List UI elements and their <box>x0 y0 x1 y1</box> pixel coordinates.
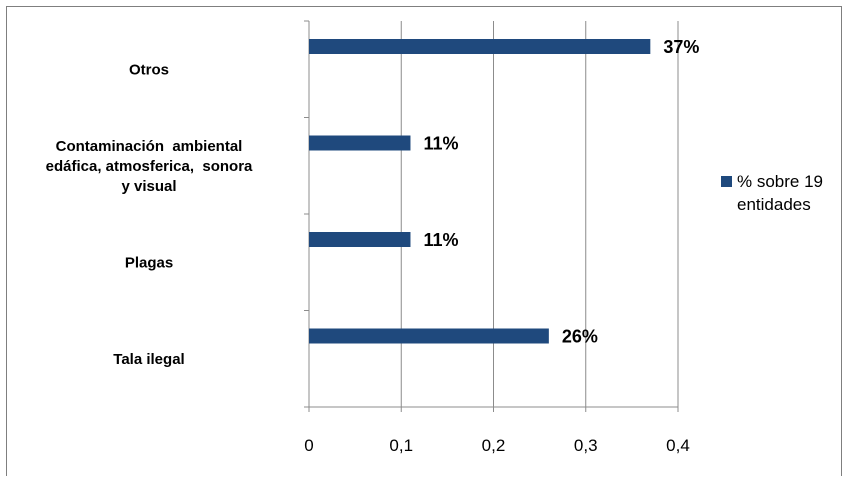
x-tick-label: 0,1 <box>389 436 413 455</box>
legend-label: % sobre 19 entidades <box>737 172 823 214</box>
bar <box>309 39 651 54</box>
x-tick-label: 0,4 <box>666 436 690 455</box>
bar <box>309 328 549 344</box>
data-label: 11% <box>423 134 458 154</box>
category-label: Otros <box>129 61 169 78</box>
bar <box>309 135 411 151</box>
data-label: 11% <box>423 230 458 250</box>
x-tick-label: 0,2 <box>482 436 506 455</box>
data-label: 26% <box>562 327 598 347</box>
category-label: Contaminación ambiental <box>56 138 243 155</box>
x-tick-label: 0,3 <box>574 436 598 455</box>
data-label: 37% <box>663 37 699 57</box>
bar <box>309 232 411 247</box>
x-tick-label: 0 <box>304 436 313 455</box>
legend: % sobre 19 entidades <box>721 170 847 216</box>
category-label: y visual <box>121 178 176 195</box>
category-label: Plagas <box>125 254 173 271</box>
category-label: edáfica, atmosferica, sonora <box>46 158 253 175</box>
legend-swatch <box>721 176 732 187</box>
chart-frame <box>6 6 842 476</box>
category-label: Tala ilegal <box>113 351 184 368</box>
